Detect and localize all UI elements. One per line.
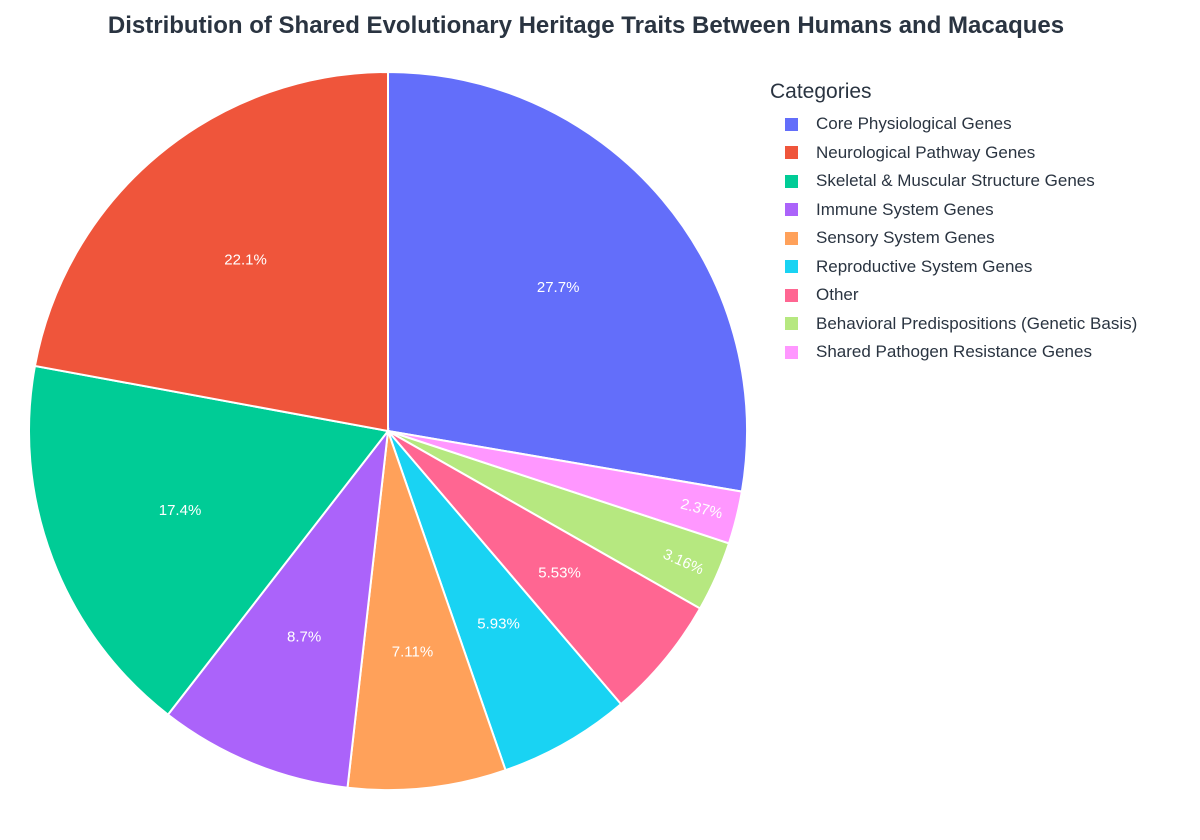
legend-item-immune-system-genes[interactable]: Immune System Genes bbox=[770, 196, 1137, 225]
pie-slice-immune-system-genes[interactable] bbox=[166, 427, 390, 789]
legend-swatch bbox=[785, 288, 798, 302]
legend-item-behavioral-predispositions-genetic-basis[interactable]: Behavioral Predispositions (Genetic Basi… bbox=[770, 310, 1137, 339]
pie-slice-reproductive-system-genes[interactable] bbox=[387, 430, 623, 772]
slice-label-skeletal-muscular-structure-genes: 17.4% bbox=[159, 502, 202, 519]
legend-swatch bbox=[785, 345, 798, 359]
slice-label-sensory-system-genes: 7.11% bbox=[392, 644, 433, 661]
legend-label: Neurological Pathway Genes bbox=[816, 142, 1036, 162]
legend-swatch bbox=[785, 203, 798, 217]
slice-label-other: 5.53% bbox=[538, 564, 581, 581]
legend-swatch bbox=[785, 146, 798, 160]
slice-label-core-physiological-genes: 27.7% bbox=[537, 279, 580, 296]
legend-item-core-physiological-genes[interactable]: Core Physiological Genes bbox=[770, 110, 1137, 139]
slice-label-immune-system-genes: 8.7% bbox=[287, 629, 321, 646]
legend-item-skeletal-muscular-structure-genes[interactable]: Skeletal & Muscular Structure Genes bbox=[770, 167, 1137, 196]
legend-label: Shared Pathogen Resistance Genes bbox=[816, 342, 1092, 362]
legend-swatch bbox=[785, 231, 798, 245]
pie-slice-neurological-pathway-genes[interactable] bbox=[33, 70, 389, 433]
legend-item-reproductive-system-genes[interactable]: Reproductive System Genes bbox=[770, 253, 1137, 282]
legend-swatch bbox=[785, 260, 798, 274]
legend-items: Core Physiological Genes Neurological Pat… bbox=[770, 110, 1137, 367]
legend-swatch bbox=[785, 317, 798, 331]
legend-swatch bbox=[785, 174, 798, 188]
legend-item-shared-pathogen-resistance-genes[interactable]: Shared Pathogen Resistance Genes bbox=[770, 338, 1137, 367]
legend-item-other[interactable]: Other bbox=[770, 281, 1137, 310]
legend-item-sensory-system-genes[interactable]: Sensory System Genes bbox=[770, 224, 1137, 253]
legend-label: Skeletal & Muscular Structure Genes bbox=[816, 171, 1095, 191]
legend: Categories Core Physiological Genes Neuro… bbox=[770, 80, 1137, 367]
slice-label-neurological-pathway-genes: 22.1% bbox=[224, 251, 267, 268]
legend-label: Reproductive System Genes bbox=[816, 256, 1033, 276]
slice-label-reproductive-system-genes: 5.93% bbox=[477, 616, 520, 633]
chart-title: Distribution of Shared Evolutionary Heri… bbox=[107, 12, 1065, 39]
pie-chart: 27.7%2.37%3.16%5.53%5.93%7.11%8.7%17.4%2… bbox=[28, 70, 748, 791]
legend-item-neurological-pathway-genes[interactable]: Neurological Pathway Genes bbox=[770, 139, 1137, 168]
legend-swatch bbox=[785, 117, 798, 131]
legend-label: Core Physiological Genes bbox=[816, 114, 1012, 134]
legend-label: Sensory System Genes bbox=[816, 228, 995, 248]
legend-label: Other bbox=[816, 285, 859, 305]
pie-slice-core-physiological-genes[interactable] bbox=[387, 70, 748, 493]
pie-slice-skeletal-muscular-structure-genes[interactable] bbox=[28, 364, 390, 717]
legend-label: Immune System Genes bbox=[816, 199, 994, 219]
legend-title: Categories bbox=[770, 80, 872, 103]
pie-slice-sensory-system-genes[interactable] bbox=[346, 430, 507, 791]
legend-label: Behavioral Predispositions (Genetic Basi… bbox=[816, 313, 1138, 333]
